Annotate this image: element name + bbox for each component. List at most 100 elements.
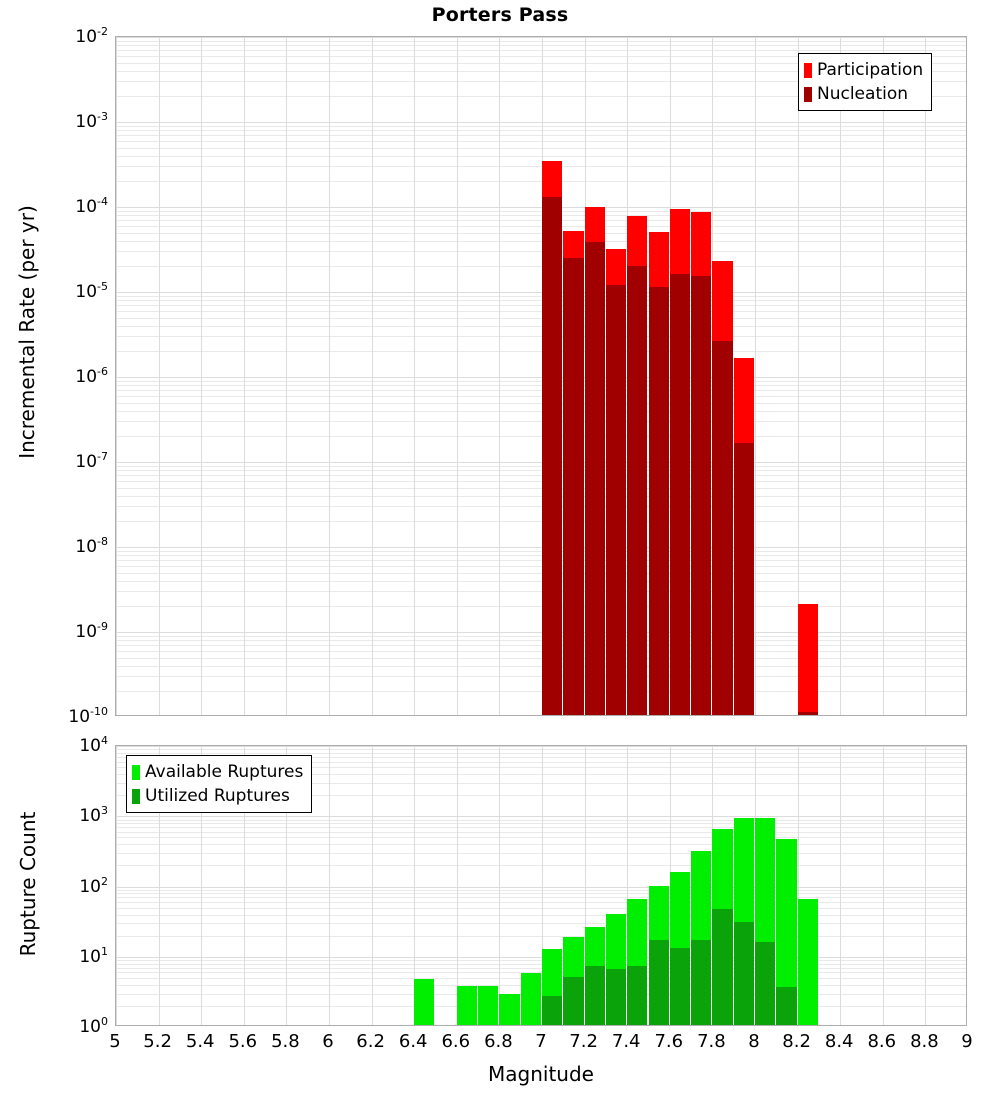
y-axis-tick-label: 103 [79, 804, 108, 827]
gridline-horizontal [116, 746, 966, 747]
bar-group [414, 746, 435, 1025]
legend-top: Participation Nucleation [798, 53, 933, 111]
x-axis-title: Magnitude [488, 1062, 594, 1086]
gridline-vertical [840, 746, 842, 1025]
bar-group [542, 746, 563, 1025]
gridline-horizontal-minor [116, 140, 966, 142]
gridline-horizontal [116, 122, 966, 123]
gridline-horizontal-minor [116, 967, 966, 969]
gridline-vertical [584, 746, 586, 1025]
page-title: Porters Pass [431, 4, 569, 26]
gridline-vertical [840, 37, 842, 715]
gridline-horizontal-minor [116, 749, 966, 751]
gridline-horizontal [116, 462, 966, 463]
y-axis-tick-label: 10-4 [75, 195, 108, 217]
bar-group [669, 746, 691, 1025]
gridline-horizontal-minor [116, 827, 966, 829]
bar-group [691, 37, 712, 715]
bar-segment-utilized-ruptures [669, 947, 691, 1025]
bar-group [478, 746, 499, 1025]
bar-group [456, 746, 478, 1025]
gridline-horizontal-minor [116, 993, 966, 995]
bar-group [733, 37, 754, 715]
gridline-horizontal-minor [116, 555, 966, 557]
gridline-horizontal-minor [116, 676, 966, 678]
gridline-vertical [116, 37, 117, 715]
gridline-horizontal-minor [116, 395, 966, 397]
y-axis-tick-label: 10-5 [75, 280, 108, 302]
bar-group [797, 746, 818, 1025]
x-axis-tick-label: 5.6 [228, 1031, 258, 1052]
gridline-horizontal [116, 547, 966, 548]
gridline-horizontal-minor [116, 232, 966, 234]
gridline-horizontal-minor [116, 823, 966, 825]
gridline-horizontal-minor [116, 560, 966, 562]
gridline-horizontal-minor [116, 325, 966, 327]
gridline-horizontal [116, 632, 966, 633]
gridline-horizontal-minor [116, 251, 966, 253]
bar-segment-nucleation [669, 273, 691, 715]
gridline-horizontal-minor [116, 645, 966, 647]
bar-group [712, 37, 733, 715]
x-axis-tick-label: 7.2 [569, 1031, 598, 1052]
gridline-horizontal-minor [116, 130, 966, 132]
y-axis-tick-label: 10-9 [75, 620, 108, 642]
gridline-vertical [456, 37, 458, 715]
bar-group [712, 746, 733, 1025]
y-axis-tick-label: 100 [79, 1015, 108, 1037]
gridline-horizontal-minor [116, 220, 966, 222]
gridline-horizontal-minor [116, 380, 966, 382]
gridline-horizontal-minor [116, 572, 966, 574]
bar-segment-available-ruptures [797, 899, 818, 1025]
bar-segment-utilized-ruptures [776, 986, 797, 1025]
x-axis-tick-label: 6.4 [398, 1031, 428, 1052]
bar-segment-nucleation [542, 196, 563, 715]
gridline-horizontal-minor [116, 640, 966, 642]
y-axis-title-top: Incremental Rate (per yr) [15, 205, 39, 459]
gridline-horizontal-minor [116, 782, 966, 784]
gridline-vertical [329, 37, 330, 715]
gridline-horizontal-minor [116, 1005, 966, 1007]
bar-group [542, 37, 563, 715]
gridline-vertical [925, 37, 927, 715]
gridline-horizontal-minor [116, 831, 966, 833]
bar-segment-utilized-ruptures [584, 965, 605, 1025]
gridline-horizontal-minor [116, 410, 966, 412]
x-axis-tick-label: 6.6 [441, 1031, 471, 1052]
gridline-horizontal-minor [116, 635, 966, 637]
bar-group [627, 746, 648, 1025]
gridline-vertical [201, 37, 203, 715]
bar-group [584, 746, 605, 1025]
gridline-vertical [542, 746, 543, 1025]
gridline-horizontal-minor [116, 295, 966, 297]
gridline-vertical [286, 746, 288, 1025]
bar-segment-utilized-ruptures [755, 942, 776, 1025]
gridline-horizontal-minor [116, 310, 966, 312]
x-axis-tick-label: 9 [961, 1031, 973, 1052]
gridline-horizontal [116, 37, 966, 38]
x-axis-tick-label: 7.6 [654, 1031, 684, 1052]
bar-group [520, 746, 541, 1025]
gridline-horizontal-minor [116, 756, 966, 758]
x-axis-tick-label: 8.2 [782, 1031, 811, 1052]
gridline-horizontal-minor [116, 893, 966, 895]
bar-segment-nucleation [712, 341, 733, 715]
bars-rupture-count [116, 746, 966, 1025]
y-axis-ticks-bottom: 104 103 102 101 100 [8, 734, 108, 1037]
gridline-horizontal-minor [116, 844, 966, 846]
bar-segment-nucleation [584, 241, 605, 715]
bar-segment-utilized-ruptures [648, 940, 669, 1025]
gridline-horizontal-minor [116, 421, 966, 423]
gridline-horizontal-minor [116, 774, 966, 775]
gridline-horizontal-minor [116, 45, 966, 47]
gridline-vertical [414, 746, 416, 1025]
gridline-vertical [414, 37, 416, 715]
y-axis-tick-label: 101 [79, 944, 108, 967]
x-axis-tick-label: 8.6 [867, 1031, 897, 1052]
gridline-horizontal-minor [116, 889, 966, 891]
bar-segment-nucleation [627, 266, 648, 715]
y-axis-tick-label: 10-3 [75, 110, 108, 132]
gridline-horizontal-minor [116, 923, 966, 925]
legend-item-utilized-ruptures: Utilized Ruptures [132, 784, 303, 808]
